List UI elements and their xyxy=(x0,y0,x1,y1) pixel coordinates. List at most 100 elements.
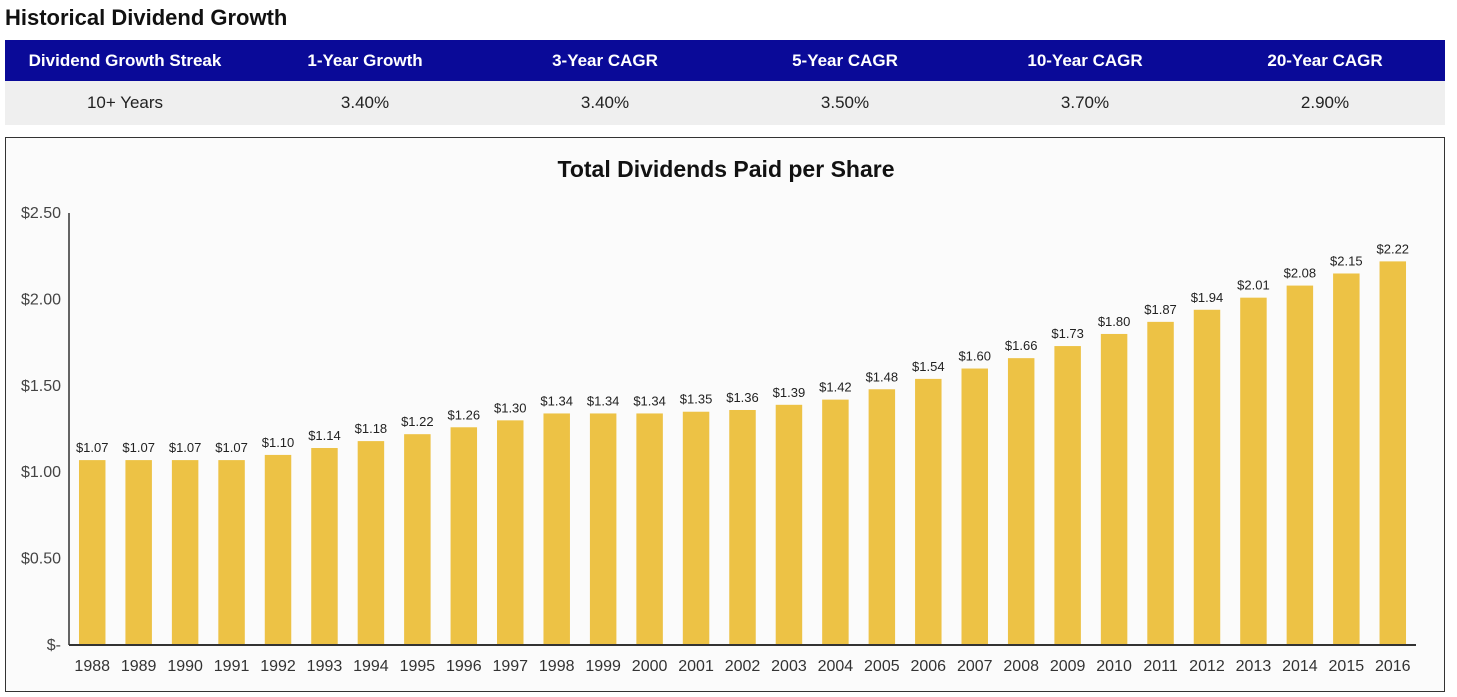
bar-2008 xyxy=(1007,358,1035,645)
bar-2011 xyxy=(1147,321,1174,645)
x-tick-label-2001: 2001 xyxy=(678,658,714,675)
data-label-1993: $1.14 xyxy=(308,428,341,443)
bar-2006 xyxy=(915,378,942,645)
data-label-2009: $1.73 xyxy=(1051,326,1084,341)
x-tick-label-2004: 2004 xyxy=(818,658,854,675)
x-tick-label-1988: 1988 xyxy=(74,658,110,675)
x-tick-label-1998: 1998 xyxy=(539,658,575,675)
stats-value-row: 10+ Years 3.40% 3.40% 3.50% 3.70% 2.90% xyxy=(5,81,1445,125)
data-label-2001: $1.35 xyxy=(680,392,713,407)
chart-title: Total Dividends Paid per Share xyxy=(558,156,895,182)
data-label-1997: $1.30 xyxy=(494,400,527,415)
bar-1991 xyxy=(218,460,245,645)
x-tick-label-2002: 2002 xyxy=(725,658,761,675)
bar-1988 xyxy=(78,460,106,645)
bar-1998 xyxy=(543,413,570,645)
x-tick-label-2000: 2000 xyxy=(632,658,668,675)
section-title: Historical Dividend Growth xyxy=(5,5,288,30)
x-tick-label-2006: 2006 xyxy=(910,658,946,675)
data-label-1998: $1.34 xyxy=(540,393,573,408)
bar-2007 xyxy=(961,368,988,645)
data-label-2015: $2.15 xyxy=(1330,253,1363,268)
data-label-2014: $2.08 xyxy=(1284,266,1317,281)
data-label-2003: $1.39 xyxy=(773,385,806,400)
header-10-year-cagr: 10-Year CAGR xyxy=(965,40,1205,81)
data-label-2007: $1.60 xyxy=(958,349,991,364)
x-tick-label-2010: 2010 xyxy=(1096,658,1132,675)
y-tick-label: $0.50 xyxy=(21,551,61,568)
data-labels: $1.07 $1.07 $1.07 $1.07 $1.10 $1.14 $1.18 $1.22… xyxy=(76,241,1409,455)
y-tick-label: $1.50 xyxy=(21,378,61,395)
y-axis: $- $0.50 $1.00 $1.50 $2.00 $2.50 xyxy=(21,205,70,654)
data-label-1989: $1.07 xyxy=(122,440,155,455)
y-tick-label: $2.00 xyxy=(21,291,61,308)
x-tick-label-1999: 1999 xyxy=(585,658,621,675)
x-tick-label-2012: 2012 xyxy=(1189,658,1225,675)
bars xyxy=(78,261,1407,645)
x-tick-label-2015: 2015 xyxy=(1329,658,1365,675)
data-label-2012: $1.94 xyxy=(1191,290,1224,305)
value-growth-streak: 10+ Years xyxy=(5,81,245,125)
x-tick-label-1989: 1989 xyxy=(121,658,157,675)
data-label-1996: $1.26 xyxy=(448,407,481,422)
x-tick-label-1997: 1997 xyxy=(492,658,528,675)
header-20-year-cagr: 20-Year CAGR xyxy=(1205,40,1445,81)
bar-2009 xyxy=(1054,346,1081,645)
data-label-2004: $1.42 xyxy=(819,380,852,395)
bar-2002 xyxy=(729,409,756,645)
bar-1989 xyxy=(125,460,152,645)
bar-1990 xyxy=(171,460,199,645)
bar-2003 xyxy=(775,404,803,645)
bar-1996 xyxy=(450,427,478,645)
header-3-year-cagr: 3-Year CAGR xyxy=(485,40,725,81)
data-label-1994: $1.18 xyxy=(355,421,388,436)
dividends-chart: Total Dividends Paid per Share $- $0.50 $1… xyxy=(5,137,1445,692)
value-5-year-cagr: 3.50% xyxy=(725,81,965,125)
y-tick-label: $1.00 xyxy=(21,464,61,481)
bar-1995 xyxy=(404,434,431,645)
x-tick-label-2003: 2003 xyxy=(771,658,807,675)
x-tick-label-2007: 2007 xyxy=(957,658,993,675)
data-label-2000: $1.34 xyxy=(633,393,666,408)
bar-1999 xyxy=(589,413,617,645)
x-tick-label-2008: 2008 xyxy=(1003,658,1039,675)
data-label-2016: $2.22 xyxy=(1377,241,1410,256)
bar-2013 xyxy=(1240,297,1267,645)
x-tick-label-1990: 1990 xyxy=(167,658,203,675)
bar-2000 xyxy=(636,413,663,645)
x-tick-label-2005: 2005 xyxy=(864,658,900,675)
data-label-1991: $1.07 xyxy=(215,440,248,455)
value-10-year-cagr: 3.70% xyxy=(965,81,1205,125)
value-3-year-cagr: 3.40% xyxy=(485,81,725,125)
bar-1993 xyxy=(311,448,338,645)
data-label-1999: $1.34 xyxy=(587,393,620,408)
y-tick-label: $2.50 xyxy=(21,205,61,222)
x-tick-label-1995: 1995 xyxy=(400,658,436,675)
data-label-2002: $1.36 xyxy=(726,390,759,405)
data-label-2006: $1.54 xyxy=(912,359,945,374)
x-tick-label-1992: 1992 xyxy=(260,658,296,675)
x-tick-label-1991: 1991 xyxy=(214,658,250,675)
x-tick-label-2013: 2013 xyxy=(1236,658,1272,675)
data-label-1995: $1.22 xyxy=(401,414,434,429)
dividend-stats-table: Dividend Growth Streak 1-Year Growth 3-Y… xyxy=(5,40,1445,125)
bar-2010 xyxy=(1100,333,1128,645)
value-1-year-growth: 3.40% xyxy=(245,81,485,125)
x-tick-label-2014: 2014 xyxy=(1282,658,1318,675)
data-label-2005: $1.48 xyxy=(866,369,899,384)
data-label-2008: $1.66 xyxy=(1005,338,1038,353)
x-tick-label-1994: 1994 xyxy=(353,658,389,675)
bar-1994 xyxy=(357,441,385,645)
header-growth-streak: Dividend Growth Streak xyxy=(5,40,245,81)
bar-2016 xyxy=(1379,261,1407,645)
bar-2001 xyxy=(682,411,710,645)
data-label-1992: $1.10 xyxy=(262,435,295,450)
data-label-1988: $1.07 xyxy=(76,440,109,455)
value-20-year-cagr: 2.90% xyxy=(1205,81,1445,125)
data-label-2011: $1.87 xyxy=(1144,302,1177,317)
header-1-year-growth: 1-Year Growth xyxy=(245,40,485,81)
x-tick-label-1993: 1993 xyxy=(307,658,343,675)
dividends-chart-svg: Total Dividends Paid per Share $- $0.50 $1… xyxy=(21,156,1416,675)
data-label-1990: $1.07 xyxy=(169,440,202,455)
